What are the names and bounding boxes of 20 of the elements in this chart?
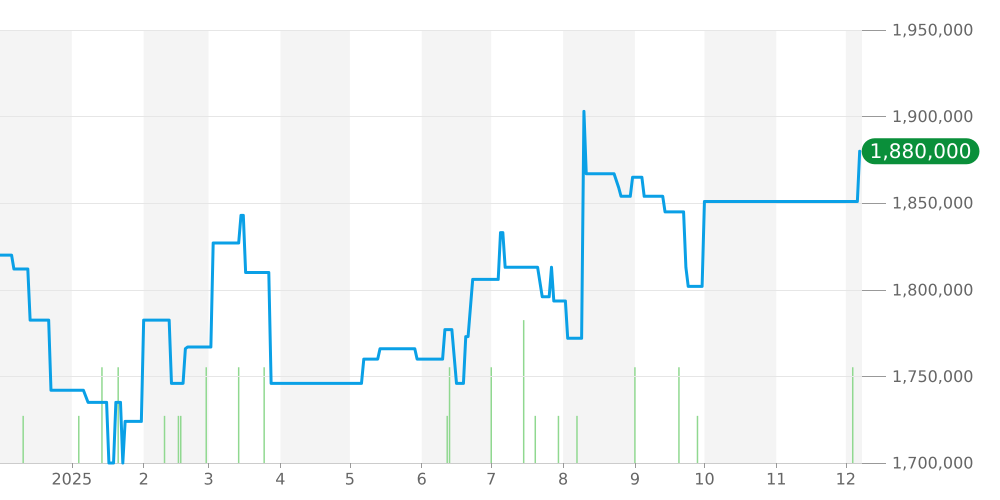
y-tick-label: 1,750,000 bbox=[892, 366, 974, 386]
x-tick-label: 11 bbox=[766, 470, 786, 488]
x-tick-label: 10 bbox=[694, 470, 715, 488]
x-tick-label: 9 bbox=[630, 470, 640, 488]
y-tick-label: 1,850,000 bbox=[892, 194, 974, 213]
x-tick-label: 8 bbox=[558, 470, 568, 488]
x-tick-label: 6 bbox=[416, 470, 427, 488]
y-tick-label: 1,800,000 bbox=[892, 280, 974, 300]
x-tick-label: 5 bbox=[344, 470, 355, 488]
x-tick-label: 4 bbox=[275, 470, 286, 488]
x-tick-label: 3 bbox=[203, 470, 214, 488]
x-tick-label: 2 bbox=[138, 470, 149, 488]
y-tick-label: 1,700,000 bbox=[892, 454, 974, 472]
x-tick-label: 2025 bbox=[51, 470, 92, 488]
y-tick-label: 1,950,000 bbox=[892, 20, 974, 40]
line-series bbox=[0, 110, 862, 464]
x-tick-label: 12 bbox=[836, 470, 856, 488]
x-tick-label: 7 bbox=[486, 470, 496, 488]
y-tick-label: 1,900,000 bbox=[892, 107, 974, 126]
annotation: 1,880,000 bbox=[870, 139, 972, 164]
